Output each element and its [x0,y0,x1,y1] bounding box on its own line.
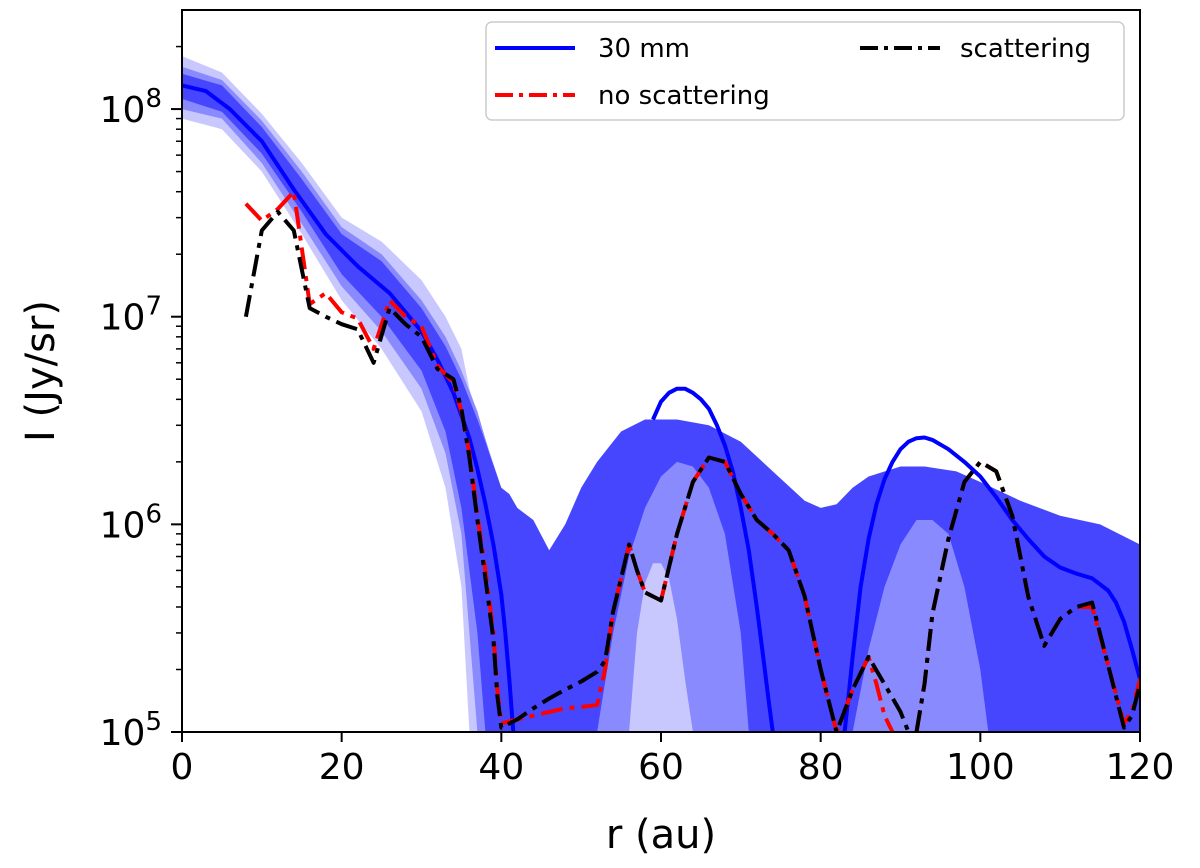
y-tick-label-7: 107 [100,292,162,339]
series-30-mm-segment-2 [651,386,775,732]
legend-label-scattering: scattering [960,34,1091,64]
y-axis-label: I (Jy/sr) [18,300,64,442]
x-tick-label-80: 80 [798,747,844,788]
x-tick-label-0: 0 [171,747,194,788]
series-30-mm-segment-3 [842,435,1140,732]
x-axis-label: r (au) [606,812,716,858]
y-tick-label-8: 108 [100,84,162,131]
confidence-bands [182,56,1140,732]
y-tick-label-5: 105 [100,707,162,754]
series-scattering-segment-2 [914,459,1140,732]
x-tick-label-100: 100 [946,747,1015,788]
legend-label-no-scattering: no scattering [598,81,770,111]
legend: 30 mm no scattering scattering [485,21,1125,121]
band-hole1-light [629,563,693,732]
data-series [182,83,1140,732]
x-tick-label-60: 60 [638,747,684,788]
x-tick-label-40: 40 [478,747,524,788]
x-tick-label-120: 120 [1106,747,1175,788]
series-scattering-segment-1 [243,209,911,732]
band-hole2 [852,520,989,732]
y-tick-label-6: 106 [100,499,162,546]
legend-box [485,21,1125,121]
x-tick-label-20: 20 [319,747,365,788]
axes: 0 20 40 60 80 100 120 105 106 107 108 [100,9,1175,788]
legend-label-30mm: 30 mm [598,34,690,64]
series-30-mm-segment-1 [182,83,516,732]
